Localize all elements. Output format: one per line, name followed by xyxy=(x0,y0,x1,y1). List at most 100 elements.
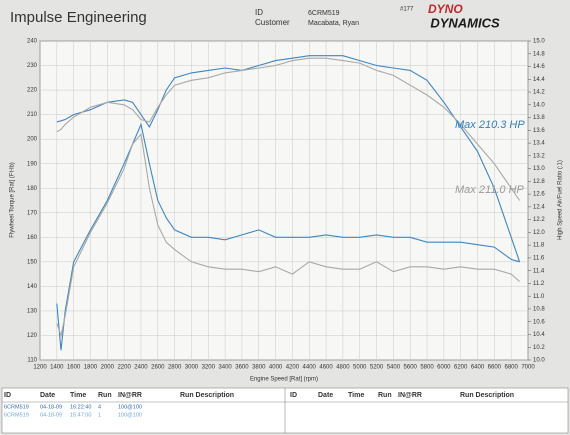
y2-tick-label: 12.6 xyxy=(533,192,545,198)
series-line xyxy=(56,122,520,351)
series-line xyxy=(56,132,520,338)
number: #177 xyxy=(400,7,414,13)
table-cell: 6CRM519 xyxy=(4,404,29,410)
y2-tick-label: 10.6 xyxy=(533,319,545,325)
x-tick-label: 1200 xyxy=(33,365,47,371)
x-tick-label: 5000 xyxy=(353,365,367,371)
y2-tick-label: 13.6 xyxy=(533,128,545,134)
x-tick-label: 5200 xyxy=(370,365,384,371)
y-tick-label: 210 xyxy=(27,112,38,118)
y2-tick-label: 14.8 xyxy=(533,51,545,57)
x-tick-label: 5400 xyxy=(387,365,401,371)
y2-tick-label: 12.0 xyxy=(533,230,545,236)
chart: 1200 1400 1600 1800 2000 2200 2400 2600 2800 3000… xyxy=(27,39,545,371)
y2-tick-label: 13.2 xyxy=(533,153,545,159)
x-tick-label: 2400 xyxy=(134,365,148,371)
table-cell: 15:47:00 xyxy=(70,412,91,418)
table: ID Date Time Run IN@RR Run Description ID Date T… xyxy=(4,392,514,419)
plot-area xyxy=(39,40,529,361)
company: Impulse Engineering xyxy=(10,9,147,26)
y2-tick-label: 13.4 xyxy=(533,141,545,147)
y-tick-label: 130 xyxy=(27,309,38,315)
table-cell: 16:22:40 xyxy=(70,404,91,410)
id-label: ID xyxy=(255,8,263,17)
x-tick-label: 6400 xyxy=(471,365,485,371)
y2-tick-label: 13.8 xyxy=(533,115,545,121)
table-cell: 04-18-09 xyxy=(40,404,62,410)
x-tick-label: 2600 xyxy=(151,365,165,371)
table-header: Run Description xyxy=(460,392,514,399)
y-tick-label: 180 xyxy=(27,186,38,192)
table-cell: 4 xyxy=(98,404,101,410)
table-cell: 1 xyxy=(98,412,101,418)
x-tick-label: 2200 xyxy=(117,365,131,371)
customer: Macabata, Ryan xyxy=(308,20,359,27)
x-tick-label: 4400 xyxy=(303,365,317,371)
table-header: IN@RR xyxy=(398,392,422,399)
y2-tick-label: 12.2 xyxy=(533,217,545,223)
y2-tick-label: 11.6 xyxy=(533,255,545,261)
x-tick-label: 2800 xyxy=(168,365,182,371)
y2-tick-label: 13.0 xyxy=(533,166,545,172)
y2-tick-label: 11.0 xyxy=(533,294,545,300)
y-axis-title: Flywheel Torque [Rat] (Ft-lb) xyxy=(10,162,16,238)
y-tick-label: 170 xyxy=(27,210,38,216)
table-cell: 100@100 xyxy=(118,404,142,410)
y2-tick-label: 12.8 xyxy=(533,179,545,185)
y2-tick-label: 11.8 xyxy=(533,243,545,249)
customer-label: Customer xyxy=(255,18,290,27)
x-tick-label: 3000 xyxy=(185,365,199,371)
series-line xyxy=(56,55,521,262)
x-tick-label: 3200 xyxy=(202,365,216,371)
y2-tick-label: 10.2 xyxy=(533,345,545,351)
x-tick-label: 6600 xyxy=(488,365,502,371)
y2-axis-title: High Speed Air/Fuel Ratio (:1) xyxy=(558,160,564,240)
table-header: Time xyxy=(70,392,86,399)
table-header: ID xyxy=(290,392,297,399)
table-header: Run Description xyxy=(180,392,234,399)
y2-tick-label: 14.0 xyxy=(533,102,545,108)
x-tick-label: 3400 xyxy=(218,365,232,371)
y-tick-label: 190 xyxy=(27,161,38,167)
x-tick-label: 1600 xyxy=(67,365,81,371)
table-header: ID xyxy=(4,392,11,399)
x-tick-label: 7000 xyxy=(521,365,535,371)
y2-tick-label: 14.2 xyxy=(533,90,545,96)
annotation: Max 211.0 HP xyxy=(455,184,525,196)
x-tick-label: 4800 xyxy=(336,365,350,371)
x-tick-label: 1400 xyxy=(50,365,64,371)
table-cell: 100@100 xyxy=(118,412,142,418)
y-tick-label: 220 xyxy=(27,88,38,94)
x-tick-label: 6800 xyxy=(504,365,518,371)
y-tick-label: 120 xyxy=(27,333,38,339)
x-tick-label: 3800 xyxy=(252,365,266,371)
y-tick-label: 150 xyxy=(27,259,38,265)
x-tick-label: 5800 xyxy=(420,365,434,371)
y-tick-label: 200 xyxy=(27,137,38,143)
table-header: IN@RR xyxy=(118,392,142,399)
y2-tick-label: 10.8 xyxy=(533,307,545,313)
y2-tick-label: 14.6 xyxy=(533,64,545,70)
x-tick-label: 4600 xyxy=(319,365,333,371)
id: 6CRM519 xyxy=(308,10,340,17)
table-cell: 6CRM519 xyxy=(4,412,29,418)
y2-tick-label: 14.4 xyxy=(533,77,545,83)
x-tick-label: 3600 xyxy=(235,365,249,371)
x-tick-label: 6000 xyxy=(437,365,451,371)
series-line xyxy=(56,57,521,201)
y2-tick-label: 10.4 xyxy=(533,332,545,338)
y2-tick-label: 15.0 xyxy=(533,39,545,45)
table-header: Run xyxy=(98,392,112,399)
table-cell: 04-18-09 xyxy=(40,412,62,418)
x-tick-label: 2000 xyxy=(101,365,115,371)
logo-top: DYNO xyxy=(428,2,463,16)
y2-tick-label: 10.0 xyxy=(533,358,545,364)
table-header: Time xyxy=(348,392,364,399)
x-tick-label: 4200 xyxy=(286,365,300,371)
x-tick-label: 4000 xyxy=(269,365,283,371)
x-tick-label: 1800 xyxy=(84,365,98,371)
y2-tick-label: 11.2 xyxy=(533,281,545,287)
y-tick-label: 230 xyxy=(27,63,38,69)
y2-tick-label: 12.4 xyxy=(533,204,545,210)
